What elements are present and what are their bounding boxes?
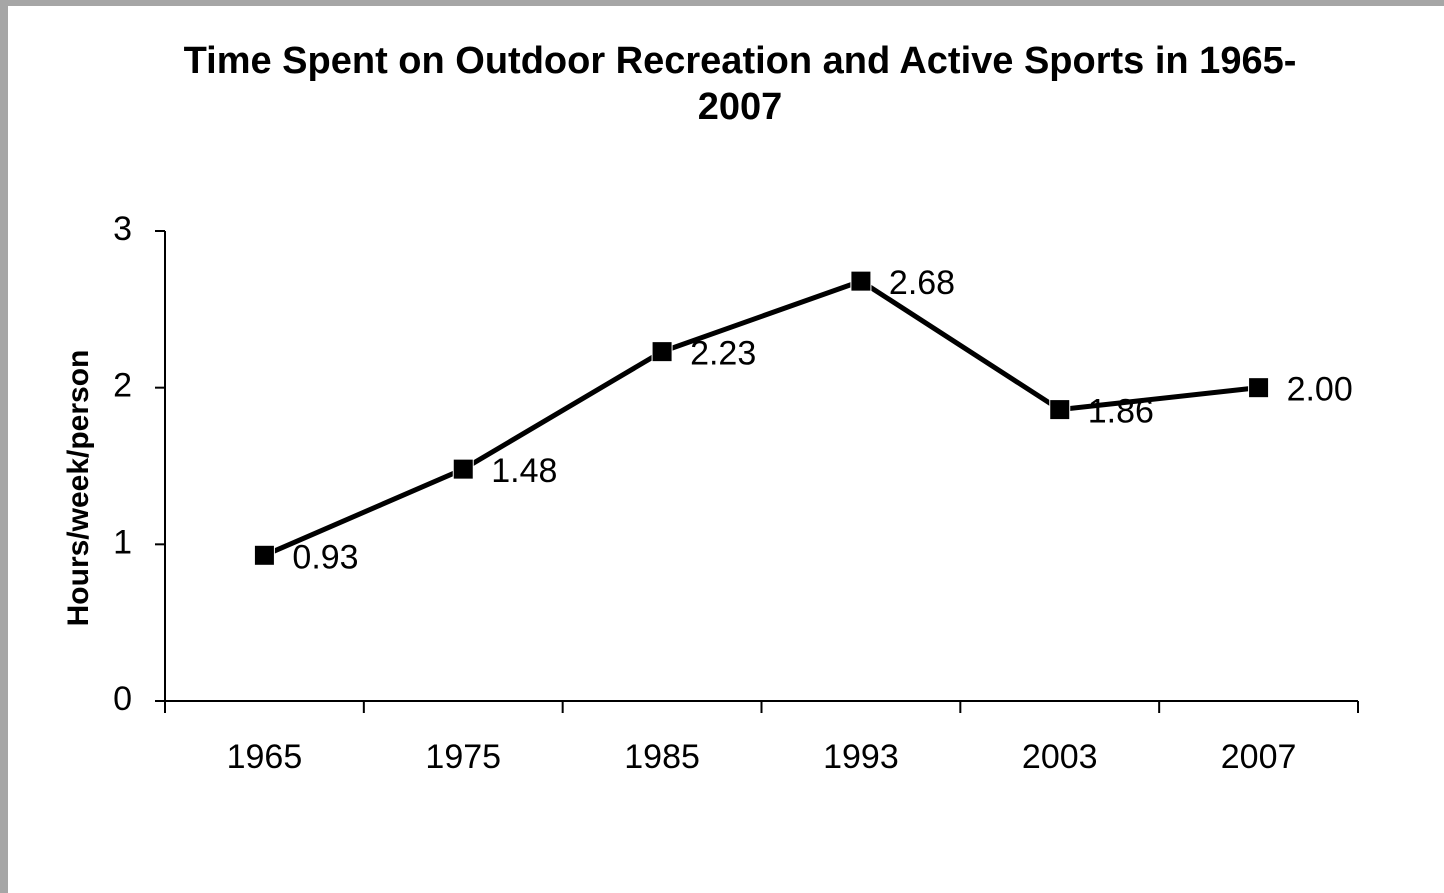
- data-label: 1.86: [1088, 393, 1154, 431]
- x-tick-label: 1985: [624, 738, 700, 776]
- data-label: 2.00: [1287, 371, 1353, 409]
- marker: [850, 270, 872, 292]
- y-tick-label: 1: [113, 523, 132, 561]
- data-label: 0.93: [292, 538, 358, 576]
- y-tick-label: 0: [113, 680, 132, 718]
- marker: [1248, 377, 1270, 399]
- marker: [651, 341, 673, 363]
- y-axis-label: Hours/week/person: [62, 350, 95, 627]
- series-line: [263, 278, 1259, 558]
- marker: [452, 458, 474, 480]
- y-tick-label: 2: [113, 367, 132, 405]
- x-tick-label: 1965: [227, 738, 303, 776]
- x-tick-label: 1975: [425, 738, 501, 776]
- x-tick-label: 1993: [823, 738, 899, 776]
- y-tick-label: 3: [113, 210, 132, 248]
- x-tick-label: 2003: [1022, 738, 1098, 776]
- data-label: 2.68: [889, 264, 955, 302]
- marker: [1049, 399, 1071, 421]
- x-tick-label: 2007: [1221, 738, 1297, 776]
- data-label: 2.23: [690, 335, 756, 373]
- chart-title: Time Spent on Outdoor Recreation and Act…: [183, 40, 1297, 128]
- marker: [253, 544, 275, 566]
- data-label: 1.48: [491, 452, 557, 490]
